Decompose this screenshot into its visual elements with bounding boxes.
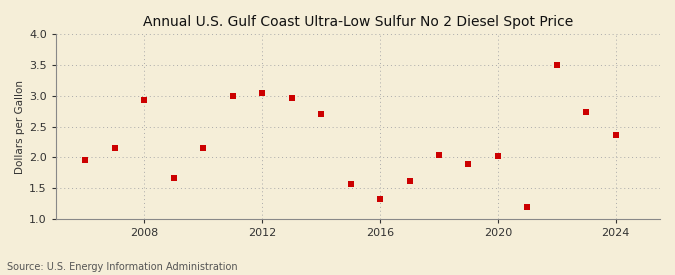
Text: Source: U.S. Energy Information Administration: Source: U.S. Energy Information Administ… bbox=[7, 262, 238, 272]
Y-axis label: Dollars per Gallon: Dollars per Gallon bbox=[15, 80, 25, 174]
Title: Annual U.S. Gulf Coast Ultra-Low Sulfur No 2 Diesel Spot Price: Annual U.S. Gulf Coast Ultra-Low Sulfur … bbox=[143, 15, 573, 29]
